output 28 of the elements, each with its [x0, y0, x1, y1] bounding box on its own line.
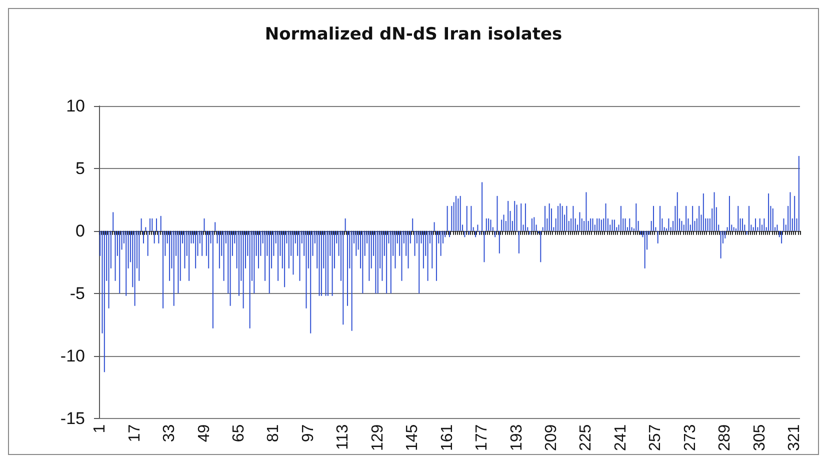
x-tick-label: 257: [647, 424, 664, 452]
x-tick-label: 289: [716, 424, 734, 452]
x-tick-label: 1: [92, 424, 109, 434]
chart-title: Normalized dN-dS Iran isolates: [264, 24, 562, 44]
x-tick-label: 33: [161, 424, 178, 442]
x-tick-label: 209: [543, 424, 560, 452]
x-tick-label: 129: [369, 424, 386, 452]
x-tick-label: 241: [612, 424, 630, 452]
x-tick-label: 273: [682, 424, 699, 452]
y-tick-label: 0: [76, 221, 85, 240]
x-tick-label: 97: [300, 424, 317, 442]
y-tick-label: 10: [66, 96, 85, 116]
y-tick-label: 5: [76, 158, 85, 178]
x-tick-label: 145: [404, 424, 422, 452]
y-tick-label: -5: [70, 284, 85, 303]
x-tick-label: 49: [196, 424, 213, 442]
x-tick-label: 177: [474, 424, 491, 452]
y-tick-label: -10: [60, 346, 85, 366]
x-tick-label: 193: [508, 424, 526, 452]
x-tick-label: 305: [751, 424, 768, 452]
x-tick-label: 81: [265, 424, 282, 442]
x-tick-label: 65: [230, 424, 248, 442]
x-tick-label: 113: [334, 424, 352, 450]
x-tick-label: 17: [126, 424, 144, 442]
y-tick-label: -15: [60, 408, 85, 428]
x-tick-label: 161: [438, 424, 456, 452]
x-tick-label: 321: [786, 424, 804, 452]
x-tick-label: 225: [578, 424, 595, 452]
